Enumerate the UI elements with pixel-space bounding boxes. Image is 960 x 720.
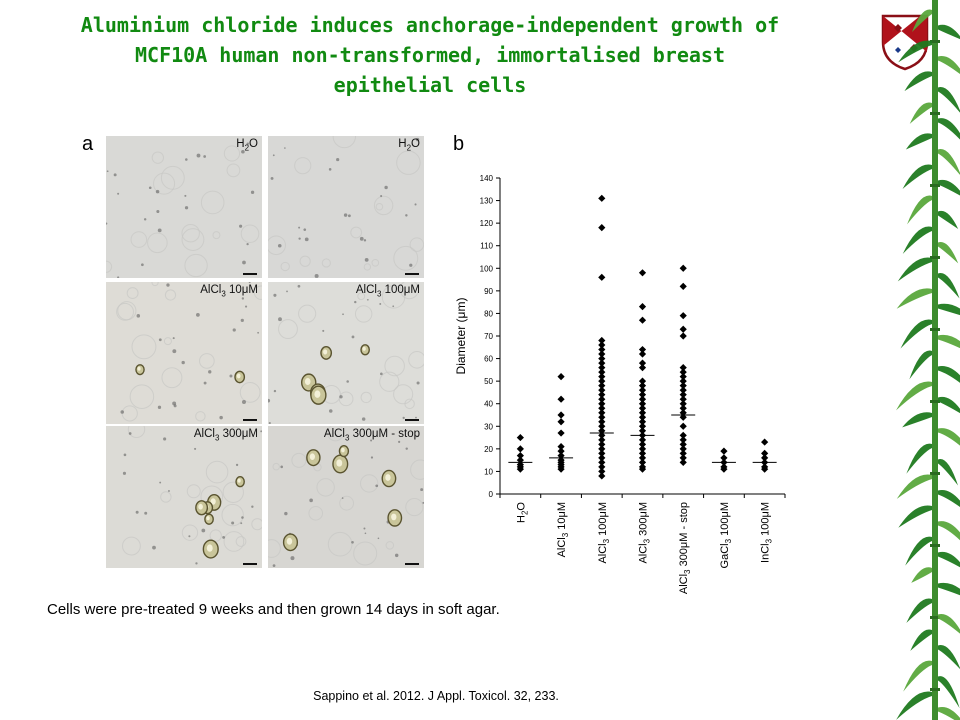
y-tick-label: 110 [480, 242, 493, 251]
scale-bar [243, 273, 257, 275]
data-point [598, 195, 605, 202]
micrograph-tile: H2O [268, 136, 424, 278]
data-point [680, 265, 687, 272]
x-tick-label: GaCl3 100μM [719, 502, 733, 568]
x-tick-label: AlCl3 10μM [556, 502, 570, 557]
data-point [680, 459, 687, 466]
data-point [598, 224, 605, 231]
scale-bar [405, 419, 419, 421]
title-line-3: epithelial cells [20, 70, 840, 100]
data-point [680, 283, 687, 290]
slide-title: Aluminium chloride induces anchorage-ind… [20, 10, 840, 100]
data-point [517, 445, 524, 452]
data-point [557, 429, 564, 436]
scale-bar [243, 419, 257, 421]
micrograph-tile: AlCl3 300μM [106, 426, 262, 568]
data-point [680, 423, 687, 430]
data-point [639, 317, 646, 324]
y-tick-label: 120 [480, 219, 494, 228]
y-axis-label: Diameter (μm) [454, 298, 468, 375]
x-tick-label: InCl3 100μM [760, 502, 774, 563]
data-point [598, 274, 605, 281]
y-tick-label: 60 [484, 355, 493, 364]
micrograph-label: AlCl3 300μM - stop [324, 428, 420, 442]
data-point [598, 472, 605, 479]
citation: Sappino et al. 2012. J Appl. Toxicol. 32… [0, 689, 872, 703]
data-point [639, 269, 646, 276]
figure-caption: Cells were pre-treated 9 weeks and then … [47, 601, 500, 618]
chart-axes: 0 10 20 30 40 50 60 70 80 90 100 110 120 130 140 [480, 174, 785, 499]
y-tick-label: 10 [484, 467, 493, 476]
data-point [680, 312, 687, 319]
y-tick-label: 90 [484, 287, 493, 296]
y-tick-label: 30 [484, 422, 493, 431]
micrograph-grid: H2O H2O AlCl3 10μM AlCl3 100μM AlCl3 300… [106, 136, 424, 568]
micrograph-label: AlCl3 10μM [200, 284, 258, 298]
y-tick-label: 140 [480, 174, 494, 183]
diameter-scatter-chart: 0 10 20 30 40 50 60 70 80 90 100 110 120 130 140 Diamet… [440, 160, 800, 605]
scale-bar [243, 563, 257, 565]
x-tick-label: H2O [515, 502, 529, 523]
data-points [517, 195, 768, 480]
data-point [680, 326, 687, 333]
scale-bar [405, 563, 419, 565]
data-point [557, 396, 564, 403]
micrograph-label: H2O [236, 138, 258, 152]
data-point [639, 350, 646, 357]
x-tick-label: AlCl3 300μM - stop [678, 502, 692, 594]
bamboo-decoration [896, 0, 960, 720]
y-tick-label: 20 [484, 445, 493, 454]
micrograph-tile: H2O [106, 136, 262, 278]
x-tick-label: AlCl3 100μM [597, 502, 611, 564]
y-tick-label: 70 [484, 332, 493, 341]
data-point [639, 364, 646, 371]
data-point [557, 373, 564, 380]
y-tick-label: 50 [484, 377, 493, 386]
scale-bar [405, 273, 419, 275]
y-tick-label: 40 [484, 400, 493, 409]
micrograph-label: H2O [398, 138, 420, 152]
data-point [639, 303, 646, 310]
title-line-1: Aluminium chloride induces anchorage-ind… [20, 10, 840, 40]
x-tick-label: AlCl3 300μM [638, 502, 652, 564]
micrograph-label: AlCl3 300μM [194, 428, 258, 442]
y-tick-label: 80 [484, 309, 493, 318]
data-point [761, 438, 768, 445]
panel-b-letter: b [453, 133, 464, 156]
micrograph-tile: AlCl3 300μM - stop [268, 426, 424, 568]
y-tick-label: 100 [480, 264, 494, 273]
data-point [557, 418, 564, 425]
data-point [680, 332, 687, 339]
micrograph-tile: AlCl3 10μM [106, 282, 262, 424]
micrograph-label: AlCl3 100μM [356, 284, 420, 298]
y-tick-label: 0 [489, 490, 494, 499]
data-point [557, 411, 564, 418]
data-point [720, 448, 727, 455]
data-point [517, 434, 524, 441]
y-tick-label: 130 [480, 197, 494, 206]
title-line-2: MCF10A human non-transformed, immortalis… [20, 40, 840, 70]
micrograph-tile: AlCl3 100μM [268, 282, 424, 424]
panel-a-letter: a [82, 133, 93, 156]
